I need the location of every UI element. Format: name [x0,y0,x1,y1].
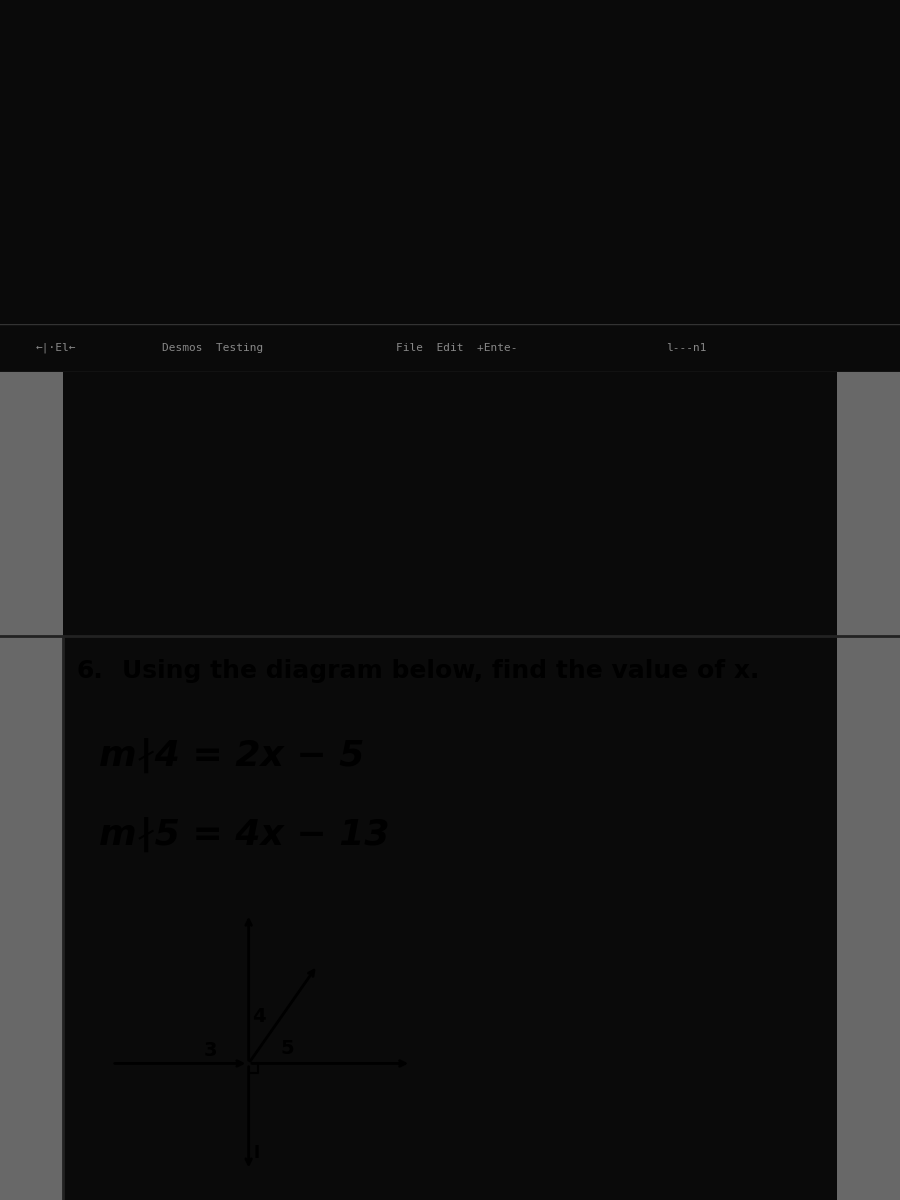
Text: 4: 4 [252,1007,266,1026]
Text: 5: 5 [281,1039,294,1058]
Bar [0,372,63,636]
Text: Desmos  Testing: Desmos Testing [162,343,263,353]
Text: File  Edit  +Ente-: File Edit +Ente- [396,343,518,353]
Text: 3: 3 [203,1042,217,1060]
Text: 6.: 6. [76,659,104,683]
Bar [0,636,63,1200]
Text: Using the diagram below, find the value of x.: Using the diagram below, find the value … [122,659,759,683]
Text: l---n1: l---n1 [666,343,706,353]
Text: m∤4 = 2x − 5: m∤4 = 2x − 5 [99,738,365,773]
Text: m∤5 = 4x − 13: m∤5 = 4x − 13 [99,816,390,852]
Bar [837,372,900,636]
Text: ←|·El←: ←|·El← [36,343,76,353]
Text: I: I [253,1144,259,1162]
Bar [837,636,900,1200]
